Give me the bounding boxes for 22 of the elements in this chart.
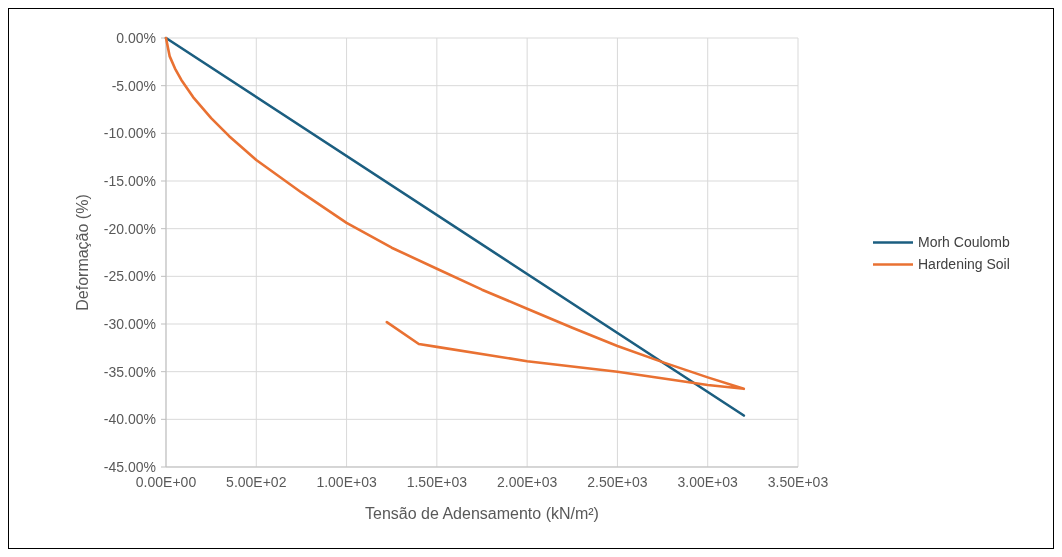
y-tick-label: -30.00% xyxy=(103,315,156,332)
legend-label: Morh Coulomb xyxy=(918,234,1011,251)
y-axis-title: Deformação (%) xyxy=(74,194,91,311)
y-tick-label: -20.00% xyxy=(103,220,156,237)
x-tick-label: 0.00E+00 xyxy=(135,474,197,490)
y-tick-label: -40.00% xyxy=(103,411,156,428)
y-tick-label: -45.00% xyxy=(103,458,156,475)
y-tick-label: -15.00% xyxy=(103,172,156,189)
y-tick-label: -35.00% xyxy=(103,363,156,380)
x-tick-label: 1.50E+03 xyxy=(406,474,468,490)
legend-label: Hardening Soil xyxy=(918,256,1010,273)
y-tick-label: -25.00% xyxy=(103,268,156,285)
y-tick-label: -5.00% xyxy=(111,77,156,94)
y-tick-label: -10.00% xyxy=(103,125,156,142)
x-tick-label: 2.00E+03 xyxy=(496,474,558,490)
x-tick-label: 3.50E+03 xyxy=(767,474,829,490)
x-axis-title: Tensão de Adensamento (kN/m²) xyxy=(365,505,599,522)
x-tick-label: 5.00E+02 xyxy=(226,474,287,490)
x-tick-label: 2.50E+03 xyxy=(587,474,648,490)
x-tick-label: 1.00E+03 xyxy=(316,474,377,490)
x-tick-label: 3.00E+03 xyxy=(677,474,739,490)
y-tick-label: 0.00% xyxy=(116,29,156,46)
